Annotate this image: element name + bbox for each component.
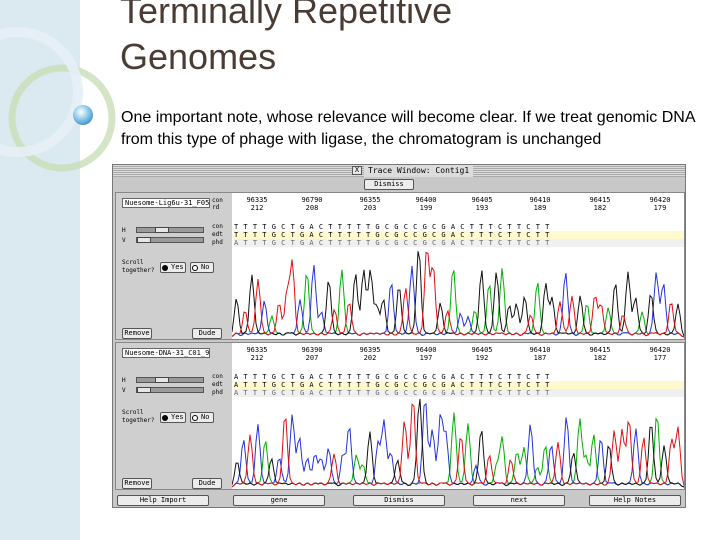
position-label: 96415 182 [589,346,611,362]
help-notes-button[interactable]: Help Notes [589,495,681,506]
position-label: 96405 192 [471,346,493,362]
row-label: edt [212,231,223,238]
position-label: 96420 179 [649,196,671,212]
slider-knob[interactable] [137,237,151,243]
scroll-together-label: Scroll together? [122,409,155,424]
row-label: rd [212,204,220,211]
h-label: H [122,377,126,384]
v-label: V [122,237,126,244]
edited-sequence-row[interactable]: A T T T G C T G A C T T T T T G C G C C … [234,381,684,389]
dismiss-top-button[interactable]: Dismiss [364,179,414,190]
row-label: con [212,223,223,230]
position-label: 96335 212 [246,346,268,362]
position-label: 96410 187 [529,346,551,362]
v-label: V [122,387,126,394]
row-label: edt [212,381,223,388]
trace-line [232,403,684,488]
scroll-together-label: Scroll together? [122,259,155,274]
trace-line [232,268,684,338]
read-panel-2: Nuesome-DNA-31_C01_9 H V Scroll together… [115,342,685,490]
radio-label: No [201,263,210,271]
consensus-sequence-row[interactable]: A T T T G C T G A C T T T T T G C G C C … [234,373,684,381]
phred-sequence-row: A T T T G C T G A C T T T T T G C G C C … [234,389,684,397]
position-label: 96415 182 [589,196,611,212]
position-label: 96405 193 [471,196,493,212]
h-zoom-slider[interactable] [136,377,204,383]
window-titlebar[interactable]: X Trace Window: Contig1 [113,165,685,177]
row-label: phd [212,389,223,396]
consensus-sequence-row[interactable]: T T T T G C T G A C T T T T T G C G C C … [234,223,684,231]
scroll-yes-radio[interactable]: Yes [160,412,186,423]
position-label: 96400 197 [415,346,437,362]
row-label: phd [212,239,223,246]
phred-sequence-row: A T T T G C T G A C T T T T T G C G C C … [234,239,684,247]
v-zoom-slider[interactable] [136,237,204,243]
gene-button[interactable]: gene [233,495,325,506]
help-import-button[interactable]: Help Import [117,495,209,506]
radio-empty-icon [192,265,198,271]
radio-label: No [201,413,210,421]
position-label: 96355 203 [359,196,381,212]
h-zoom-slider[interactable] [136,227,204,233]
chromatogram-trace[interactable] [232,241,684,339]
slide-title-line-1: Terminally Repetitive [120,0,453,31]
remove-button[interactable]: Remove [122,478,152,489]
position-label: 96395 202 [359,346,381,362]
trace-window: X Trace Window: Contig1 Dismiss Nuesome-… [112,164,686,508]
position-label: 96790 208 [301,196,323,212]
radio-dot-icon [162,265,168,271]
edited-sequence-row[interactable]: T T T T G C T G A C T T T T T G C G C C … [234,231,684,239]
dude-button[interactable]: Dude [192,478,222,489]
h-label: H [122,227,126,234]
decorative-arcs [0,27,116,172]
scroll-yes-radio[interactable]: Yes [160,262,186,273]
slider-knob[interactable] [155,227,169,233]
read-name-field[interactable]: Nuesome-DNA-31_C01_9 [122,348,210,358]
scroll-no-radio[interactable]: No [190,412,214,423]
close-icon[interactable]: X [352,166,362,175]
trace-line [232,251,684,338]
slide-left-band [0,0,80,540]
remove-button[interactable]: Remove [122,328,152,339]
radio-dot-icon [162,415,168,421]
bullet-icon [73,105,93,125]
position-label: 96400 199 [415,196,437,212]
row-label: con [212,373,223,380]
position-label: 96390 207 [301,346,323,362]
chromatogram-trace[interactable] [232,391,684,489]
next-button[interactable]: next [473,495,565,506]
position-label: 96420 177 [649,346,671,362]
read-panel-1: Nuesome-Lig6u-31_F05 H V Scroll together… [115,192,685,340]
radio-label: Yes [171,263,184,271]
slide-title-line-2: Genomes [120,36,277,77]
scroll-no-radio[interactable]: No [190,262,214,273]
sequence-area: 96335 212 96390 207 96395 202 96400 197 9640… [232,343,684,489]
slider-knob[interactable] [137,387,151,393]
radio-empty-icon [192,415,198,421]
slider-knob[interactable] [155,377,169,383]
dude-button[interactable]: Dude [192,328,222,339]
read-name-field[interactable]: Nuesome-Lig6u-31_F05 [122,198,210,208]
position-label: 96410 189 [529,196,551,212]
v-zoom-slider[interactable] [136,387,204,393]
dismiss-button[interactable]: Dismiss [353,495,445,506]
slide-title: Terminally Repetitive Genomes [120,0,452,80]
position-label: 96335 212 [246,196,268,212]
bullet-text: One important note, whose relevance will… [121,109,695,148]
sequence-area: 96335 212 96790 208 96355 203 96400 199 9640… [232,193,684,339]
radio-label: Yes [171,413,184,421]
row-label: con [212,197,223,204]
window-title: Trace Window: Contig1 [364,165,474,177]
